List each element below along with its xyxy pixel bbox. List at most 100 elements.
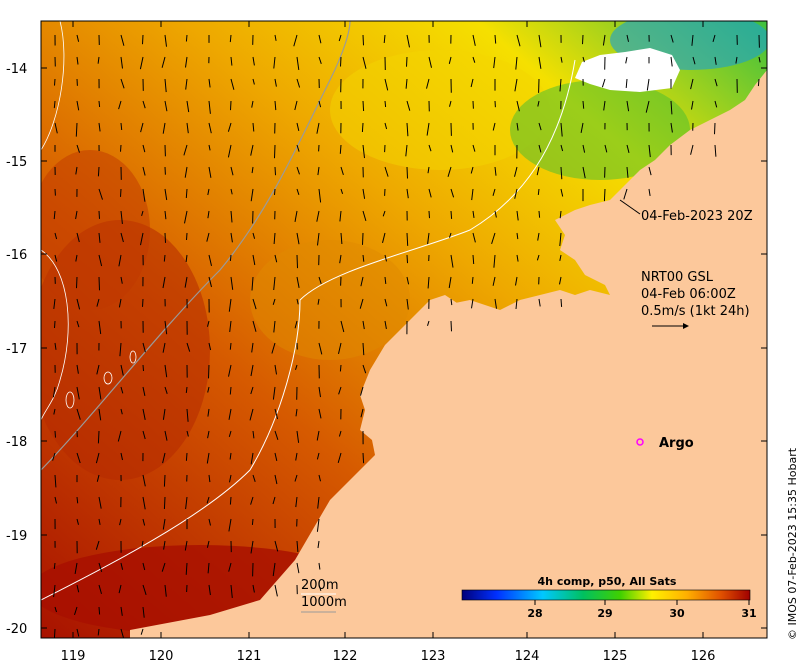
- contour-200m-line: [41, 59, 576, 601]
- current-vector: [604, 144, 608, 153]
- current-vector: [625, 56, 628, 64]
- current-vector: [492, 188, 496, 196]
- current-vector: [252, 430, 255, 439]
- current-vector: [142, 342, 146, 353]
- current-vector: [427, 232, 430, 245]
- current-vector: [120, 364, 124, 376]
- current-vector: [250, 386, 254, 395]
- current-vector: [648, 144, 651, 158]
- current-vector: [184, 540, 188, 551]
- current-vector: [274, 100, 277, 111]
- current-vector: [164, 232, 166, 243]
- current-vector: [164, 320, 168, 335]
- current-vector: [559, 276, 562, 285]
- current-vector: [296, 144, 300, 152]
- current-vector: [626, 144, 630, 154]
- current-vector: [317, 166, 320, 176]
- current-vector: [142, 430, 146, 440]
- current-vector: [318, 188, 322, 203]
- current-vector: [538, 56, 542, 69]
- current-vector: [274, 166, 276, 176]
- current-vector: [492, 122, 496, 131]
- current-vector: [362, 452, 365, 464]
- current-vector: [76, 34, 80, 42]
- current-vector: [206, 232, 210, 242]
- current-vector: [76, 144, 80, 153]
- current-vector: [271, 342, 276, 354]
- current-vector: [448, 56, 452, 65]
- current-vector: [296, 540, 299, 552]
- current-vector: [52, 386, 56, 398]
- current-vector: [252, 56, 255, 66]
- current-vector: [492, 276, 496, 286]
- current-vector: [76, 518, 79, 525]
- current-vector: [206, 496, 210, 504]
- current-vector: [97, 166, 100, 177]
- current-vector: [448, 276, 452, 289]
- current-vector: [645, 100, 650, 113]
- current-vector: [317, 496, 320, 509]
- current-vector: [120, 562, 124, 570]
- current-vector: [691, 34, 694, 46]
- current-vector: [75, 166, 78, 175]
- current-vector: [227, 122, 232, 132]
- current-vector: [274, 408, 279, 420]
- current-vector: [362, 56, 367, 69]
- current-vector: [229, 474, 232, 483]
- current-vector: [98, 606, 101, 615]
- current-vector: [120, 386, 124, 394]
- current-vector: [249, 408, 254, 421]
- current-vector: [250, 188, 254, 202]
- current-vector: [98, 232, 101, 243]
- current-vector: [294, 100, 298, 111]
- current-vector: [250, 144, 254, 156]
- current-vector: [515, 298, 518, 310]
- current-vector: [714, 144, 717, 157]
- current-vector: [228, 408, 232, 420]
- current-vector: [229, 452, 232, 460]
- current-vector: [338, 430, 342, 437]
- x-tick-label: 120: [149, 649, 174, 664]
- current-vector: [538, 122, 542, 131]
- current-vector: [163, 496, 166, 510]
- current-vector: [340, 56, 342, 67]
- current-vector: [382, 232, 386, 244]
- current-vector: [447, 166, 452, 177]
- current-vector: [648, 188, 651, 196]
- current-vector: [273, 276, 276, 291]
- current-vector: [494, 210, 497, 218]
- current-vector: [428, 144, 432, 152]
- current-vector: [472, 34, 476, 46]
- current-vector: [252, 254, 256, 266]
- current-vector: [185, 254, 188, 262]
- current-vector: [142, 364, 144, 372]
- current-vector: [119, 518, 122, 526]
- current-vector: [274, 34, 277, 41]
- current-vector: [273, 56, 276, 69]
- current-vector: [714, 56, 717, 65]
- current-vector: [338, 386, 342, 395]
- current-vector: [536, 254, 540, 261]
- current-vector: [53, 628, 56, 638]
- current-vector: [516, 254, 519, 262]
- current-vector: [142, 562, 146, 571]
- current-vector: [53, 210, 56, 220]
- current-vector: [690, 78, 694, 90]
- current-vector: [538, 210, 541, 218]
- current-vector: [318, 34, 322, 44]
- current-vector: [406, 34, 410, 48]
- current-vector: [164, 386, 168, 394]
- current-vector: [120, 78, 125, 89]
- current-vector: [449, 100, 452, 107]
- current-vector: [294, 210, 298, 222]
- current-vector: [427, 320, 430, 326]
- current-vector: [296, 56, 300, 70]
- current-vector: [603, 100, 606, 111]
- current-vector: [735, 56, 738, 64]
- current-vector: [142, 496, 146, 510]
- current-vector: [471, 276, 474, 284]
- y-tick-label: -20: [6, 622, 27, 637]
- current-vector: [406, 232, 409, 246]
- current-vector: [76, 276, 78, 289]
- current-vector: [274, 144, 276, 159]
